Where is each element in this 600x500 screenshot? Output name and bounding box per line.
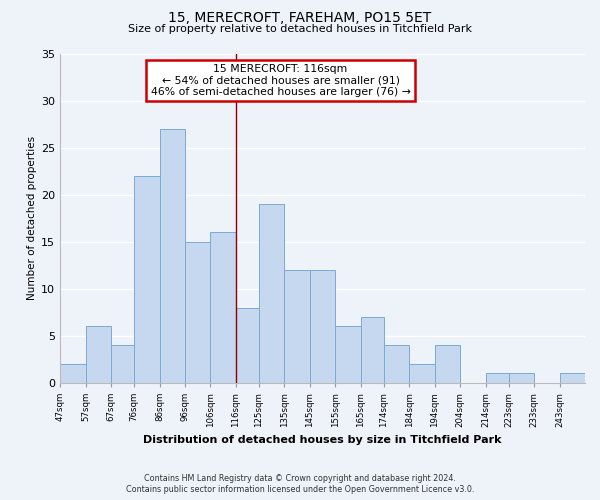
Text: Size of property relative to detached houses in Titchfield Park: Size of property relative to detached ho… [128, 24, 472, 34]
Bar [60, 364, 86, 383]
Bar [409, 364, 434, 383]
Text: 15 MERECROFT: 116sqm
← 54% of detached houses are smaller (91)
46% of semi-detac: 15 MERECROFT: 116sqm ← 54% of detached h… [151, 64, 410, 97]
Bar [361, 317, 384, 383]
Bar [310, 270, 335, 383]
Bar [236, 308, 259, 383]
Bar [560, 374, 585, 383]
Bar [211, 232, 236, 383]
X-axis label: Distribution of detached houses by size in Titchfield Park: Distribution of detached houses by size … [143, 435, 502, 445]
Bar [384, 345, 409, 383]
Text: 15, MERECROFT, FAREHAM, PO15 5ET: 15, MERECROFT, FAREHAM, PO15 5ET [169, 11, 431, 25]
Text: Contains HM Land Registry data © Crown copyright and database right 2024.
Contai: Contains HM Land Registry data © Crown c… [126, 474, 474, 494]
Bar [134, 176, 160, 383]
Bar [434, 345, 460, 383]
Bar [111, 345, 134, 383]
Bar [160, 129, 185, 383]
Bar [485, 374, 509, 383]
Bar [284, 270, 310, 383]
Bar [86, 326, 111, 383]
Y-axis label: Number of detached properties: Number of detached properties [27, 136, 37, 300]
Bar [185, 242, 211, 383]
Bar [335, 326, 361, 383]
Bar [509, 374, 534, 383]
Bar [259, 204, 284, 383]
